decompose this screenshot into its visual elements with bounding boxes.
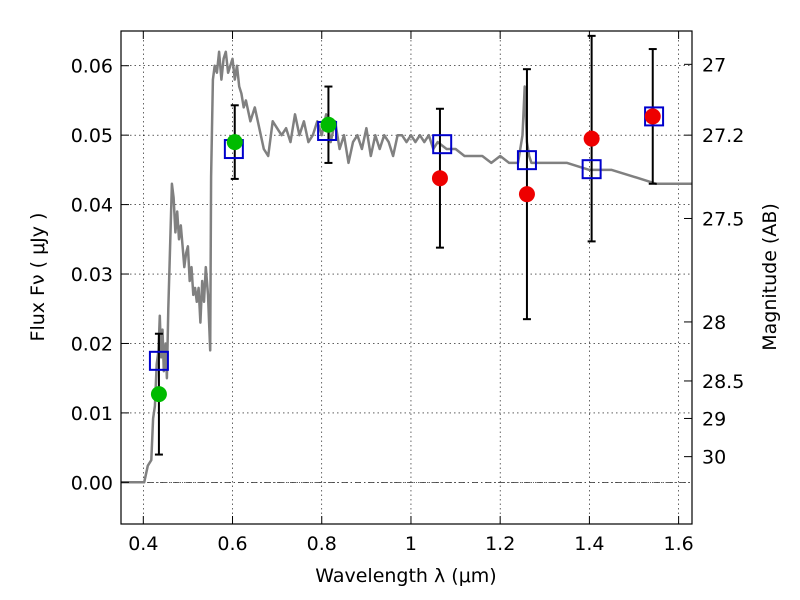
x-tick-label: 1.2: [485, 533, 515, 555]
model-photometry-point: [581, 159, 602, 180]
plot-area: [121, 31, 692, 524]
plot-frame: [120, 30, 693, 525]
model-photometry-point: [432, 134, 453, 155]
x-axis-label: Wavelength λ (μm): [315, 565, 496, 587]
grid: [121, 31, 692, 524]
observed-nir-point: [583, 130, 600, 147]
y-axis-tick-labels: 0.00 0.01 0.02 0.03 0.04 0.05 0.06: [71, 56, 113, 495]
y-tick-label: 0.06: [71, 56, 113, 78]
y2-tick-label: 28: [702, 312, 726, 334]
y-axis-label: Flux Fν ( μJy ): [27, 213, 49, 342]
observed-optical-point: [320, 116, 337, 133]
y2-axis-tick-labels: 27 27.2 27.5 28 28.5 29 30: [702, 54, 744, 468]
x-tick-label: 0.6: [217, 533, 247, 555]
x-tick-label: 1.6: [664, 533, 694, 555]
y-tick-label: 0.03: [71, 264, 113, 286]
y2-axis-label: Magnitude (AB): [759, 203, 781, 351]
model-spectrum: [121, 50, 692, 484]
y-tick-label: 0.05: [71, 125, 113, 147]
y-tick-label: 0.00: [71, 472, 113, 494]
y2-tick-label: 27: [702, 54, 726, 76]
y2-tick-label: 29: [702, 408, 726, 430]
model-photometry-point: [516, 150, 537, 171]
y-tick-label: 0.04: [71, 195, 113, 217]
y2-tick-label: 28.5: [702, 371, 744, 393]
x-axis-tick-labels: 0.4 0.6 0.8 1 1.2 1.4 1.6: [128, 533, 694, 555]
observed-nir-point: [431, 170, 448, 187]
x-tick-label: 1.4: [574, 533, 604, 555]
y-tick-label: 0.01: [71, 403, 113, 425]
y2-tick-label: 27.5: [702, 208, 744, 230]
x-tick-label: 0.4: [128, 533, 158, 555]
observed-nir-point: [518, 186, 535, 203]
observed-photometry-series: [150, 108, 661, 403]
observed-optical-point: [226, 134, 243, 151]
y2-tick-label: 27.2: [702, 125, 744, 147]
x-tick-label: 1: [405, 533, 417, 555]
x-tick-label: 0.8: [307, 533, 337, 555]
model-photometry-point: [148, 350, 169, 371]
y2-tick-label: 30: [702, 447, 726, 469]
observed-nir-point: [644, 108, 661, 125]
axis-ticks: [121, 31, 692, 524]
observed-optical-point: [150, 386, 167, 403]
y-tick-label: 0.02: [71, 333, 113, 355]
spectrum-line: [121, 50, 692, 484]
